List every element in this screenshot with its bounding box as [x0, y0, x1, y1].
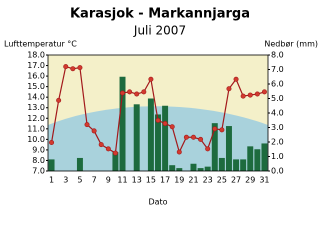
- y-tick-label: 10.0: [27, 135, 45, 144]
- temperature-point: [190, 134, 196, 140]
- temperature-point: [49, 140, 55, 146]
- temperature-point: [112, 150, 118, 156]
- temperature-point: [91, 128, 97, 134]
- temperature-point: [240, 93, 246, 99]
- temperature-point: [148, 76, 154, 82]
- y-axis-label: Lufttemperatur °C: [4, 40, 77, 49]
- precipitation-bar: [254, 149, 261, 171]
- temperature-point: [84, 122, 90, 128]
- y-tick-label: 17.0: [27, 61, 45, 70]
- temperature-point: [205, 146, 211, 152]
- x-tick-label: 3: [63, 176, 68, 185]
- x-tick-label: 21: [188, 176, 198, 185]
- x-tick-label: 15: [146, 176, 156, 185]
- temperature-point: [212, 126, 218, 132]
- temperature-point: [105, 146, 111, 152]
- y-tick-label: 16.0: [27, 72, 45, 81]
- precipitation-bar: [211, 123, 218, 171]
- x-tick-label: 7: [92, 176, 97, 185]
- temperature-point: [120, 90, 126, 96]
- x-tick-label: 5: [77, 176, 82, 185]
- precipitation-bar: [112, 152, 119, 171]
- x-tick-label: 29: [245, 176, 255, 185]
- chart: Karasjok - Markannjarga Juli 2007 Luftte…: [4, 7, 318, 207]
- precipitation-bar: [225, 126, 232, 171]
- temperature-point: [70, 66, 76, 72]
- precipitation-bar: [176, 168, 183, 171]
- y2-tick-label: 8.0: [271, 51, 284, 60]
- precipitation-bar: [133, 104, 140, 171]
- y2-tick-label: 2.0: [271, 138, 284, 147]
- y-tick-label: 7.0: [32, 167, 45, 176]
- temperature-point: [56, 97, 62, 103]
- precipitation-bar: [233, 159, 240, 171]
- y2-tick-label: 6.0: [271, 80, 284, 89]
- y-tick-label: 14.0: [27, 93, 45, 102]
- y2-axis-label: Nedbør (mm): [264, 40, 318, 49]
- y-tick-label: 9.0: [32, 145, 45, 154]
- y-tick-label: 13.0: [27, 103, 45, 112]
- y-tick-label: 8.0: [32, 156, 45, 165]
- temperature-point: [219, 127, 225, 133]
- x-tick-label: 23: [203, 176, 213, 185]
- chart-title: Karasjok - Markannjarga: [70, 7, 250, 22]
- y-tick-label: 15.0: [27, 82, 45, 91]
- precipitation-bar: [197, 168, 204, 171]
- x-axis-label: Dato: [148, 198, 167, 207]
- precipitation-bar: [119, 76, 126, 171]
- temperature-point: [198, 136, 204, 142]
- temperature-point: [77, 65, 83, 71]
- temperature-point: [98, 142, 104, 148]
- y2-tick-label: 1.0: [271, 152, 284, 161]
- x-tick-label: 11: [117, 176, 127, 185]
- x-tick-label: 25: [217, 176, 227, 185]
- temperature-point: [162, 121, 168, 127]
- temperature-point: [247, 92, 253, 98]
- y2-tick-label: 3.0: [271, 123, 284, 132]
- y-tick-label: 11.0: [27, 124, 45, 133]
- x-tick-label: 1: [49, 176, 54, 185]
- precipitation-bar: [247, 146, 254, 171]
- precipitation-bar: [240, 159, 247, 171]
- x-tick-label: 17: [160, 176, 170, 185]
- y2-tick-label: 7.0: [271, 65, 284, 74]
- precipitation-bar: [155, 114, 161, 171]
- temperature-point: [141, 89, 147, 95]
- y-tick-label: 12.0: [27, 114, 45, 123]
- temperature-point: [254, 91, 260, 97]
- precipitation-bar: [261, 143, 268, 171]
- temperature-point: [233, 76, 239, 82]
- y2-tick-label: 4.0: [271, 109, 284, 118]
- precipitation-bar: [162, 105, 169, 171]
- temperature-point: [127, 89, 133, 95]
- y-tick-label: 18.0: [27, 51, 45, 60]
- temperature-point: [226, 86, 232, 92]
- precipitation-bar: [190, 163, 197, 171]
- precipitation-bar: [147, 98, 154, 171]
- precipitation-bar: [169, 165, 176, 171]
- y2-tick-label: 5.0: [271, 94, 284, 103]
- temperature-point: [155, 117, 161, 123]
- x-tick-label: 19: [174, 176, 184, 185]
- x-tick-label: 9: [106, 176, 111, 185]
- precipitation-bar: [76, 157, 83, 171]
- y2-tick-label: 0.0: [271, 167, 284, 176]
- temperature-point: [261, 89, 267, 95]
- temperature-point: [63, 64, 69, 70]
- precipitation-bar: [218, 157, 225, 171]
- precipitation-bar: [204, 166, 211, 171]
- temperature-point: [176, 149, 182, 155]
- temperature-point: [183, 134, 189, 140]
- x-tick-label: 27: [231, 176, 241, 185]
- temperature-point: [169, 124, 175, 130]
- temperature-point: [134, 91, 140, 97]
- x-tick-label: 31: [259, 176, 269, 185]
- chart-subtitle: Juli 2007: [133, 24, 186, 38]
- precipitation-bar: [48, 159, 55, 171]
- plot-frame: [47, 54, 269, 172]
- x-tick-label: 13: [132, 176, 142, 185]
